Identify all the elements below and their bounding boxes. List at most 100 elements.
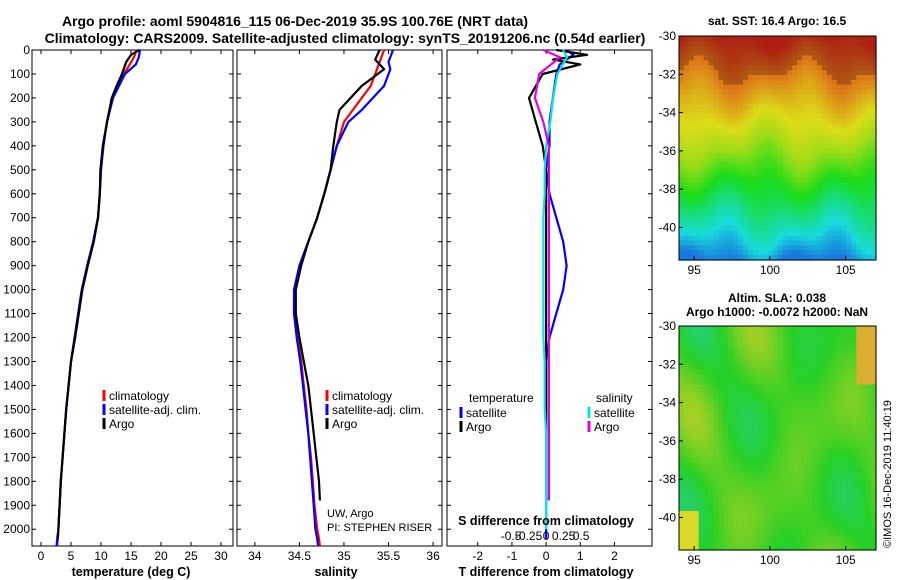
map-cell xyxy=(772,345,779,351)
map-cell xyxy=(807,408,813,415)
map-cell xyxy=(846,216,852,222)
map-cell xyxy=(723,133,729,139)
map-cell xyxy=(743,65,749,71)
map-cell xyxy=(826,545,833,551)
x-tick-label: -2 xyxy=(472,549,483,563)
map-cell xyxy=(811,481,818,488)
map-cell xyxy=(733,476,739,483)
map-cell xyxy=(811,442,818,449)
map-cell xyxy=(728,452,734,459)
map-cell xyxy=(733,123,739,130)
map-cell xyxy=(703,481,710,488)
map-cell xyxy=(679,379,685,386)
map-cell xyxy=(846,408,852,415)
map-cell xyxy=(831,40,838,47)
map-cell xyxy=(698,148,705,154)
map-cell xyxy=(688,535,695,541)
map-cell xyxy=(708,182,715,188)
map-cell xyxy=(826,403,833,410)
map-cell xyxy=(767,138,774,144)
map-cell xyxy=(762,40,769,47)
map-cell xyxy=(738,515,744,522)
map-cell xyxy=(861,240,867,246)
map-cell xyxy=(752,355,759,361)
map-cell xyxy=(866,467,872,473)
map-cell xyxy=(802,216,808,222)
map-cell xyxy=(797,235,803,242)
map-cell xyxy=(772,511,779,517)
series-argo xyxy=(294,49,386,501)
map-cell xyxy=(816,65,823,71)
map-cell xyxy=(821,255,828,261)
map-cell xyxy=(846,240,852,246)
map-cell xyxy=(718,496,724,502)
map-cell xyxy=(871,374,877,381)
map-cell xyxy=(831,128,838,134)
map-cell xyxy=(703,162,710,169)
map-cell xyxy=(679,162,685,169)
map-cell xyxy=(708,389,715,395)
map-cell xyxy=(708,520,715,527)
map-cell xyxy=(738,384,744,390)
map-cell xyxy=(846,225,852,232)
map-cell xyxy=(777,486,784,493)
map-cell xyxy=(762,408,769,415)
map-cell xyxy=(826,369,833,376)
map-cell xyxy=(816,501,823,507)
map-cell xyxy=(811,364,818,371)
map-cell xyxy=(861,157,867,164)
map-cell xyxy=(782,109,788,115)
map-cell xyxy=(688,520,695,527)
map-cell xyxy=(733,428,739,434)
x-tick-label: -1 xyxy=(507,549,518,563)
map-cell xyxy=(821,143,828,149)
map-cell xyxy=(728,138,734,144)
map-cell xyxy=(841,250,848,256)
map-cell xyxy=(866,496,872,502)
map-cell xyxy=(698,326,705,332)
map-cell xyxy=(693,79,700,86)
map-cell xyxy=(782,89,788,96)
map-cell xyxy=(693,148,700,154)
map-cell xyxy=(861,408,867,415)
map-cell xyxy=(752,369,759,376)
map-cell xyxy=(688,350,695,356)
map-cell xyxy=(747,433,754,439)
map-cell xyxy=(713,191,719,198)
map-cell xyxy=(846,118,852,125)
map-cell xyxy=(747,113,754,120)
map-cell xyxy=(807,172,813,178)
map-cell xyxy=(693,403,700,410)
map-cell xyxy=(743,467,749,473)
map-cell xyxy=(807,423,813,429)
map-cell xyxy=(772,408,779,415)
map-cell xyxy=(871,418,877,424)
map-cell xyxy=(683,70,690,76)
map-cell xyxy=(747,65,754,71)
map-cell xyxy=(811,530,818,536)
map-cell xyxy=(866,74,872,81)
map-cell xyxy=(728,123,734,130)
map-cell xyxy=(861,467,867,473)
map-cell xyxy=(802,496,808,502)
map-cell xyxy=(831,418,838,424)
map-cell xyxy=(728,50,734,57)
map-cell xyxy=(816,133,823,139)
map-cell xyxy=(688,530,695,536)
map-cell xyxy=(866,104,872,110)
map-cell xyxy=(861,335,867,342)
map-cell xyxy=(826,384,833,390)
map-cell xyxy=(841,374,848,381)
map-cell xyxy=(782,104,788,110)
map-cell xyxy=(802,65,808,71)
map-cell xyxy=(792,89,798,96)
map-cell xyxy=(728,60,734,66)
map-cell xyxy=(723,511,729,517)
map-cell xyxy=(679,143,685,149)
map-cell xyxy=(841,216,848,222)
map-cell xyxy=(831,225,838,232)
map-cell xyxy=(807,225,813,232)
map-cell xyxy=(851,525,857,532)
map-cell xyxy=(698,481,705,488)
map-cell xyxy=(782,486,788,493)
